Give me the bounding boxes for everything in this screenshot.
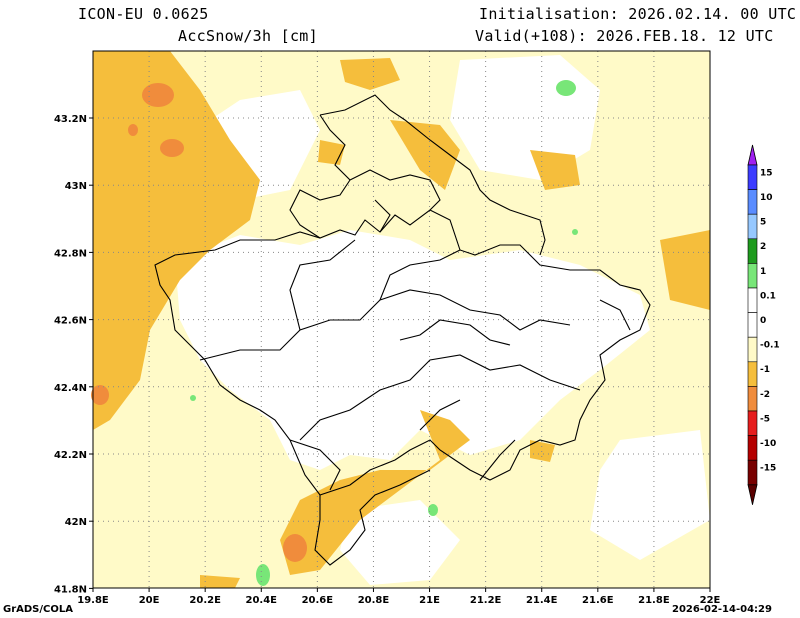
x-tick-label: 21.6E bbox=[582, 595, 614, 606]
init-time: Initialisation: 2026.02.14. 00 UTC bbox=[479, 5, 797, 23]
colorbar-segment bbox=[747, 459, 758, 486]
colorbar-segment bbox=[747, 386, 758, 412]
colorbar-segment bbox=[747, 164, 758, 190]
x-tick-label: 21.8E bbox=[638, 595, 670, 606]
credit-label: GrADS/COLA bbox=[3, 604, 73, 615]
x-tick-label: 20.6E bbox=[302, 595, 334, 606]
colorbar-label: -0.1 bbox=[760, 341, 780, 351]
y-tick-label: 41.8N bbox=[54, 584, 87, 595]
colorbar-segment bbox=[747, 263, 758, 289]
x-tick-label: 20.4E bbox=[246, 595, 278, 606]
colorbar-segment bbox=[747, 336, 758, 363]
colorbar-label: -15 bbox=[760, 464, 776, 474]
valid-time: Valid(+108): 2026.FEB.18. 12 UTC bbox=[475, 27, 774, 45]
x-tick-label: 19.8E bbox=[77, 595, 109, 606]
variable-title: AccSnow/3h [cm] bbox=[178, 27, 318, 45]
timestamp-label: 2026-02-14-04:29 bbox=[672, 604, 772, 615]
x-tick-label: 22E bbox=[700, 595, 721, 606]
x-tick-label: 21.2E bbox=[470, 595, 502, 606]
colorbar-label: 15 bbox=[760, 168, 773, 178]
boundaries bbox=[154, 94, 651, 566]
colorbar-segment bbox=[747, 435, 758, 461]
colorbar-segment bbox=[747, 361, 758, 387]
colorbar-segment bbox=[747, 189, 758, 215]
y-tick-label: 42.6N bbox=[54, 316, 87, 327]
colorbar-segment bbox=[747, 287, 758, 313]
colorbar-segment bbox=[747, 410, 758, 436]
colorbar-label: -10 bbox=[760, 439, 776, 449]
axis-ticks: 19.8E 20E 20.2E 20.4E 20.6E 20.8E 21E 21.2E 21.4… bbox=[54, 114, 721, 606]
colorbar-segment bbox=[747, 213, 758, 240]
x-tick-label: 21.4E bbox=[526, 595, 558, 606]
colorbar-label: -5 bbox=[760, 414, 770, 424]
colorbar-bottom-arrow bbox=[747, 484, 758, 505]
colorbar-label: 1 bbox=[760, 267, 766, 277]
colorbar-label: 0 bbox=[760, 316, 766, 326]
colorbar-segment bbox=[747, 312, 758, 338]
colorbar: 15 10 5 2 1 0.1 0 -0.1 -1 -2 -5 -10 -15 bbox=[747, 144, 780, 505]
y-tick-label: 43.2N bbox=[54, 114, 87, 125]
colorbar-label: -1 bbox=[760, 365, 770, 375]
colorbar-label: 5 bbox=[760, 218, 766, 228]
y-tick-label: 42.8N bbox=[54, 248, 87, 259]
x-tick-label: 21E bbox=[419, 595, 440, 606]
y-tick-label: 43N bbox=[65, 181, 87, 192]
model-title: ICON-EU 0.0625 bbox=[78, 5, 209, 23]
y-tick-label: 42.4N bbox=[54, 383, 87, 394]
colorbar-segment bbox=[747, 238, 758, 264]
colorbar-label: 10 bbox=[760, 193, 773, 203]
colorbar-top-arrow bbox=[747, 144, 758, 166]
colorbar-label: -2 bbox=[760, 390, 770, 400]
y-tick-label: 42N bbox=[65, 517, 87, 528]
x-tick-label: 20.2E bbox=[189, 595, 221, 606]
y-tick-label: 42.2N bbox=[54, 450, 87, 461]
colorbar-label: 0.1 bbox=[760, 291, 776, 301]
x-tick-label: 20.8E bbox=[358, 595, 390, 606]
snow-field bbox=[91, 51, 710, 588]
x-tick-label: 20E bbox=[139, 595, 160, 606]
colorbar-label: 2 bbox=[760, 242, 766, 252]
